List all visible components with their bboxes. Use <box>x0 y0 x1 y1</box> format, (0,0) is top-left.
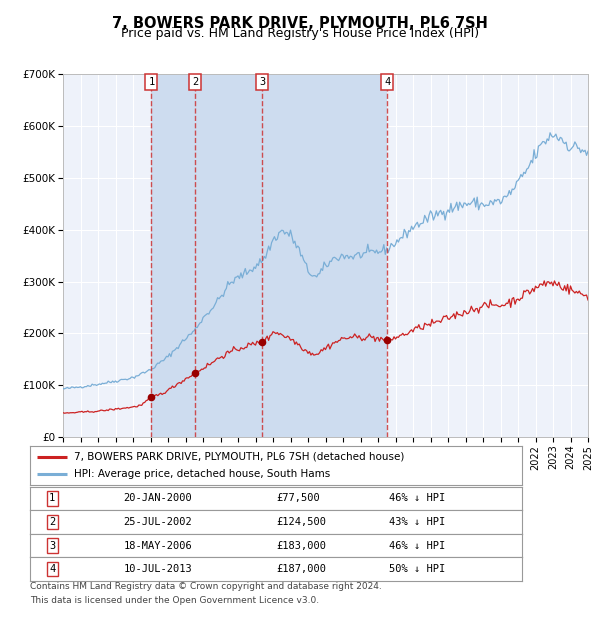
Text: £77,500: £77,500 <box>276 494 320 503</box>
Bar <box>151 74 195 437</box>
Text: 2: 2 <box>192 77 199 87</box>
Text: 20-JAN-2000: 20-JAN-2000 <box>124 494 192 503</box>
Text: 43% ↓ HPI: 43% ↓ HPI <box>389 517 445 527</box>
Bar <box>195 74 262 437</box>
Text: 50% ↓ HPI: 50% ↓ HPI <box>389 564 445 574</box>
Text: 10-JUL-2013: 10-JUL-2013 <box>124 564 192 574</box>
Text: £187,000: £187,000 <box>276 564 326 574</box>
Text: Price paid vs. HM Land Registry's House Price Index (HPI): Price paid vs. HM Land Registry's House … <box>121 27 479 40</box>
Text: 18-MAY-2006: 18-MAY-2006 <box>124 541 192 551</box>
Text: 4: 4 <box>384 77 391 87</box>
Text: 25-JUL-2002: 25-JUL-2002 <box>124 517 192 527</box>
Text: 1: 1 <box>49 494 55 503</box>
Bar <box>262 74 387 437</box>
Text: 7, BOWERS PARK DRIVE, PLYMOUTH, PL6 7SH (detached house): 7, BOWERS PARK DRIVE, PLYMOUTH, PL6 7SH … <box>74 452 404 462</box>
Text: 1: 1 <box>148 77 155 87</box>
Text: 46% ↓ HPI: 46% ↓ HPI <box>389 494 445 503</box>
Text: 2: 2 <box>49 517 55 527</box>
Text: HPI: Average price, detached house, South Hams: HPI: Average price, detached house, Sout… <box>74 469 331 479</box>
Text: Contains HM Land Registry data © Crown copyright and database right 2024.: Contains HM Land Registry data © Crown c… <box>30 582 382 591</box>
Text: £124,500: £124,500 <box>276 517 326 527</box>
Text: £183,000: £183,000 <box>276 541 326 551</box>
Text: 3: 3 <box>259 77 265 87</box>
Text: 4: 4 <box>49 564 55 574</box>
Text: 7, BOWERS PARK DRIVE, PLYMOUTH, PL6 7SH: 7, BOWERS PARK DRIVE, PLYMOUTH, PL6 7SH <box>112 16 488 30</box>
Text: 46% ↓ HPI: 46% ↓ HPI <box>389 541 445 551</box>
Text: This data is licensed under the Open Government Licence v3.0.: This data is licensed under the Open Gov… <box>30 596 319 605</box>
Text: 3: 3 <box>49 541 55 551</box>
